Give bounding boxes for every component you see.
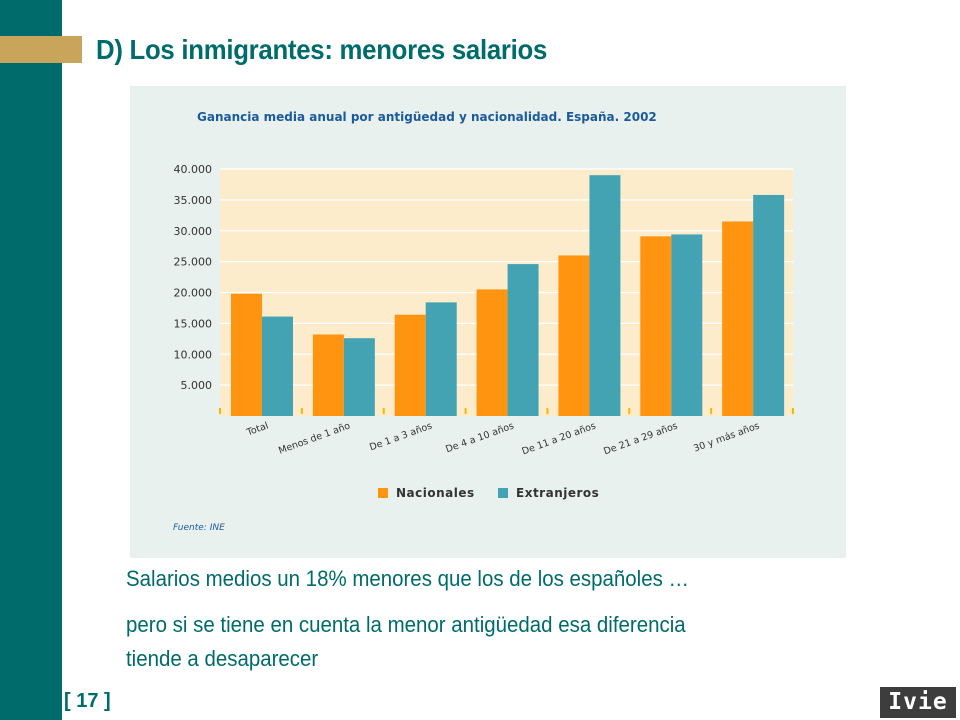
y-tick-label: 40.000 [174,163,213,176]
x-tick-mark [464,408,467,414]
bar-nacionales [476,289,508,416]
x-category-label: 30 y más años [692,420,761,454]
x-tick-mark [792,408,794,414]
x-category-label: De 4 a 10 años [444,420,515,455]
x-tick-mark [628,408,631,414]
y-tick-label: 35.000 [174,194,213,207]
ivie-logo: Ivie [880,687,956,718]
bar-extranjeros [425,302,457,416]
body-text-line-2: pero si se tiene en cuenta la menor anti… [126,612,686,637]
legend-swatch-nacionales [378,488,388,498]
y-tick-label: 30.000 [174,225,213,238]
body-text-line-3: tiende a desaparecer [126,646,319,671]
x-category-label: De 11 a 20 años [520,420,597,457]
bar-extranjeros [507,264,539,416]
x-tick-mark [300,408,303,414]
title-accent-bar [0,36,82,63]
y-tick-label: 25.000 [174,256,213,269]
body-text-line-1: Salarios medios un 18% menores que los d… [126,566,689,591]
x-category-label: De 21 a 29 años [602,420,679,457]
chart-panel: Ganancia media anual por antigüedad y na… [130,86,846,558]
bar-nacionales [231,293,262,416]
y-tick-label: 5.000 [181,379,213,392]
chart-source: Fuente: INE [173,523,225,533]
x-category-label: Menos de 1 año [277,420,352,456]
x-category-label: De 1 a 3 años [368,420,434,453]
slide-title: D) Los inmigrantes: menores salarios [96,34,548,65]
bar-extranjeros [343,338,375,416]
legend-label: Extranjeros [516,486,599,500]
left-accent-bar [0,0,62,720]
y-tick-label: 15.000 [174,317,213,330]
bar-nacionales [722,221,754,416]
x-tick-mark [546,408,549,414]
page-number: [ 17 ] [64,690,111,712]
bar-chart: Ganancia media anual por antigüedad y na… [173,110,794,533]
y-tick-label: 10.000 [174,348,213,361]
bar-nacionales [394,314,426,416]
bar-nacionales [312,334,344,416]
bar-extranjeros [262,316,293,416]
bar-nacionales [558,255,590,416]
bar-extranjeros [671,234,703,416]
y-tick-label: 20.000 [174,287,213,300]
legend-label: Nacionales [396,486,475,500]
bar-extranjeros [589,175,621,416]
x-category-label: Total [244,420,270,438]
x-tick-mark [219,408,221,414]
bar-nacionales [640,236,672,416]
legend-swatch-extranjeros [498,488,508,498]
bar-extranjeros [753,194,785,416]
x-tick-mark [710,408,713,414]
chart-title: Ganancia media anual por antigüedad y na… [197,110,657,124]
x-tick-mark [382,408,385,414]
